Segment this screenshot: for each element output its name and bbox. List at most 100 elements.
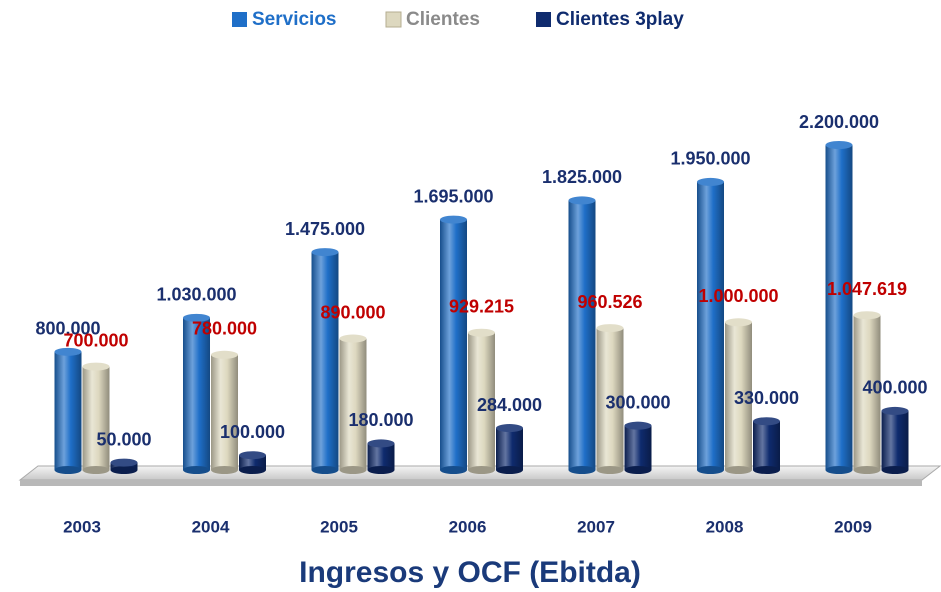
bar-bottom <box>596 466 624 474</box>
bar-top <box>468 328 495 337</box>
data-label: 100.000 <box>220 422 285 442</box>
bar <box>367 439 395 474</box>
bar-body <box>725 322 752 470</box>
bar <box>183 313 210 474</box>
bar-top <box>54 347 82 356</box>
bar-top <box>825 141 853 149</box>
bar <box>624 421 652 474</box>
bar <box>596 324 624 474</box>
bar-top <box>697 177 724 186</box>
bar-bottom <box>440 466 467 474</box>
bar-bottom <box>881 466 909 474</box>
data-label: 2.200.000 <box>799 112 879 132</box>
bar <box>697 177 724 474</box>
bar-bottom <box>853 466 881 474</box>
chart-title: Ingresos y OCF (Ebitda) <box>299 556 641 589</box>
data-label: 800.000 <box>35 319 100 339</box>
bar-body <box>697 181 724 470</box>
bar-body <box>183 317 210 470</box>
bar-top <box>881 406 909 415</box>
bar-body <box>825 145 853 470</box>
data-label: 330.000 <box>734 388 799 408</box>
data-label: 890.000 <box>320 302 385 322</box>
bar <box>339 334 367 474</box>
bar-top <box>110 458 138 467</box>
bar-bottom <box>725 466 752 474</box>
bar-body <box>311 252 339 470</box>
bar-bottom <box>624 466 652 474</box>
bar-body <box>853 315 881 470</box>
bar <box>725 318 752 474</box>
bar <box>753 417 780 474</box>
bar-body <box>82 366 110 470</box>
data-label: 929.215 <box>449 296 514 316</box>
legend-swatch <box>385 11 402 28</box>
bar <box>853 311 881 474</box>
bar-top <box>211 350 238 359</box>
bar-body <box>496 428 523 470</box>
legend-label: Clientes <box>406 9 480 30</box>
bar-top <box>239 451 266 460</box>
bar-top <box>753 417 780 426</box>
bar <box>54 347 82 474</box>
bar-top <box>725 318 752 327</box>
x-tick-label: 2004 <box>192 517 230 536</box>
bar-body <box>339 338 367 470</box>
data-label: 180.000 <box>348 410 413 430</box>
data-label: 284.000 <box>477 395 542 415</box>
bar-body <box>367 443 395 470</box>
bar-bottom <box>753 466 780 474</box>
bar-body <box>211 354 238 470</box>
bar-top <box>367 439 395 448</box>
data-label: 1.000.000 <box>698 286 778 306</box>
bar <box>568 196 596 474</box>
bar-top <box>183 313 210 322</box>
bar <box>881 406 909 474</box>
x-tick-label: 2003 <box>63 517 101 536</box>
data-label: 700.000 <box>63 330 128 350</box>
data-label: 1.825.000 <box>542 167 622 187</box>
bar <box>110 458 138 474</box>
bar-body <box>881 410 909 470</box>
x-tick-label: 2005 <box>320 517 358 536</box>
bar-body <box>440 219 467 470</box>
bar-bottom <box>311 466 339 474</box>
bar-top <box>339 334 367 343</box>
legend-swatch <box>536 12 551 27</box>
data-label: 1.950.000 <box>670 149 750 169</box>
legend-swatch <box>232 12 247 27</box>
bar-bottom <box>367 466 395 474</box>
bar-top <box>596 324 624 333</box>
x-tick-label: 2006 <box>449 517 487 536</box>
data-label: 1.030.000 <box>156 285 236 305</box>
data-label: 1.475.000 <box>285 219 365 239</box>
bar <box>496 424 523 474</box>
bar-body <box>596 328 624 470</box>
bar-top <box>311 248 339 257</box>
bar-top <box>853 311 881 320</box>
bar-top <box>496 424 523 433</box>
data-label: 1.047.619 <box>827 279 907 299</box>
bar-body <box>568 200 596 471</box>
bar-bottom <box>468 466 495 474</box>
data-label: 780.000 <box>192 319 257 339</box>
floor-edge <box>20 480 922 486</box>
bar-bottom <box>54 466 82 474</box>
bar-bottom <box>110 466 138 474</box>
bar-body <box>624 425 652 470</box>
bar <box>825 141 853 474</box>
bar-top <box>440 215 467 224</box>
bar-bottom <box>211 466 238 474</box>
bar <box>440 215 467 474</box>
x-tick-label: 2009 <box>834 517 872 536</box>
data-label: 1.695.000 <box>413 186 493 206</box>
legend-label: Servicios <box>252 9 337 30</box>
bar-body <box>239 455 266 470</box>
bar <box>468 328 495 474</box>
bar <box>239 451 266 474</box>
bar-bottom <box>496 466 523 474</box>
bar-bottom <box>568 466 596 474</box>
x-tick-label: 2007 <box>577 517 615 536</box>
x-tick-label: 2008 <box>706 517 744 536</box>
